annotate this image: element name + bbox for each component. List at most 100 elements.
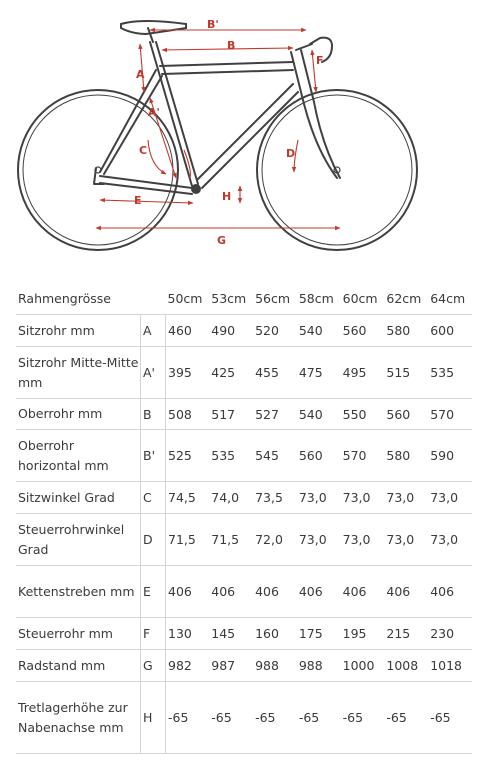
size-header-row: Rahmengrösse 50cm 53cm 56cm 58cm 60cm 62… [16, 283, 472, 315]
table-cell: 570 [430, 406, 455, 422]
table-cell: 1000 [342, 658, 375, 673]
bike-frame [93, 27, 341, 195]
table-cell: 145 [211, 626, 236, 641]
row-label: Radstand mm [16, 649, 141, 682]
table-cell: -65 [430, 710, 451, 725]
dim-label-d: D [286, 147, 295, 160]
table-cell: 517 [211, 406, 236, 422]
table-cell: 580 [386, 448, 411, 463]
row-letter: C [140, 481, 166, 514]
table-row: Sitzrohr mm A 460 490 520 540 560 580 600 [16, 314, 472, 347]
table-cell: 535 [211, 448, 236, 463]
table-cell: 460 [168, 323, 192, 338]
table-cell: 540 [298, 406, 323, 422]
table-cell: 195 [342, 626, 367, 641]
dim-label-b-prime: B' [207, 18, 219, 31]
row-label: Oberrohr mm [16, 398, 141, 430]
table-cell: 406 [386, 584, 411, 599]
table-row: Radstand mm G 982 987 988 988 1000 1008 1018 [16, 649, 472, 682]
table-cell: 73,0 [430, 532, 459, 547]
table-cell: 73,0 [386, 490, 415, 505]
dim-label-a: A [136, 68, 145, 81]
table-cell: 475 [298, 365, 323, 380]
table-cell: 1018 [430, 658, 462, 673]
table-cell: 406 [168, 584, 192, 599]
table-cell: 560 [298, 448, 323, 463]
table-row: Tretlagerhöhe zur Nabenachse mm H -65 -65 -6… [16, 681, 472, 754]
table-cell: 406 [211, 584, 236, 599]
bike-geometry-diagram: B' B A F A' C D H E G [17, 18, 418, 251]
table-cell: 527 [255, 406, 279, 422]
row-label: Steuerrohr mm [16, 617, 141, 650]
table-row: Sitzrohr Mitte-Mitte mm A' 395 425 455 475 495… [16, 346, 472, 399]
table-cell: 73,0 [298, 532, 327, 547]
dim-label-h: H [222, 190, 231, 203]
table-cell: 495 [342, 365, 367, 380]
table-cell: 73,0 [386, 532, 415, 547]
table-row: Kettenstreben mm E 406 406 406 406 406 406 406 [16, 565, 472, 618]
size-header-cell: 56cm [255, 291, 291, 306]
dim-label-c: C [139, 144, 147, 157]
table-cell: 520 [255, 323, 279, 338]
table-cell: 455 [255, 365, 279, 380]
row-letter: D [140, 513, 166, 566]
row-label: Sitzrohr Mitte-Mitte mm [16, 346, 141, 399]
frame-size-header: Rahmengrösse [18, 291, 111, 306]
table-cell: 425 [211, 365, 236, 380]
row-label: Oberrohr horizontal mm [16, 429, 141, 482]
table-cell: 508 [168, 406, 192, 422]
row-label: Sitzwinkel Grad [16, 481, 141, 514]
table-cell: 490 [211, 323, 236, 338]
table-cell: 550 [342, 406, 367, 422]
table-cell: 73,0 [342, 532, 371, 547]
row-letter: B' [140, 429, 166, 482]
table-cell: 73,0 [342, 490, 371, 505]
front-wheel [256, 89, 418, 251]
table-cell: 71,5 [211, 532, 240, 547]
table-cell: 570 [342, 448, 367, 463]
table-cell: 987 [211, 658, 236, 673]
table-cell: 540 [298, 323, 323, 338]
table-cell: 545 [255, 448, 279, 463]
dimension-letters: B' B A F A' C D H E G [134, 18, 324, 247]
table-cell: 130 [168, 626, 192, 641]
dim-label-a-prime: A' [148, 106, 160, 119]
table-cell: -65 [211, 710, 232, 725]
size-header-cell: 62cm [386, 291, 422, 306]
table-cell: 535 [430, 365, 455, 380]
table-cell: 1008 [386, 658, 419, 673]
table-cell: -65 [386, 710, 407, 725]
geometry-table: Rahmengrösse 50cm 53cm 56cm 58cm 60cm 62… [16, 283, 472, 754]
table-cell: 590 [430, 448, 455, 463]
table-cell: 73,0 [298, 490, 327, 505]
table-cell: 600 [430, 323, 455, 338]
size-header-cell: 58cm [298, 291, 334, 306]
table-row: Sitzwinkel Grad C 74,5 74,0 73,5 73,0 73,0 73,0… [16, 481, 472, 514]
table-cell: -65 [255, 710, 276, 725]
table-cell: 580 [386, 323, 411, 338]
table-cell: 988 [255, 658, 279, 673]
table-row: Oberrohr horizontal mm B' 525 535 545 560 570 5… [16, 429, 472, 482]
table-cell: -65 [168, 710, 189, 725]
table-cell: 72,0 [255, 532, 283, 547]
table-cell: -65 [298, 710, 320, 725]
table-cell: 395 [168, 365, 192, 380]
row-letter: A [140, 314, 166, 347]
dim-label-f: F [316, 54, 324, 67]
bottom-bracket [191, 184, 201, 194]
table-cell: 175 [298, 626, 323, 641]
row-letter: E [140, 565, 166, 618]
dimension-lines [95, 27, 341, 231]
size-header-cell: 64cm [430, 291, 466, 306]
table-cell: 406 [298, 584, 323, 599]
table-cell: 73,0 [430, 490, 459, 505]
table-cell: 560 [342, 323, 367, 338]
table-cell: 982 [168, 658, 192, 673]
row-letter: F [140, 617, 166, 650]
row-label: Tretlagerhöhe zur Nabenachse mm [16, 681, 141, 754]
table-row: Steuerrohr mm F 130 145 160 175 195 215 230 [16, 617, 472, 650]
table-cell: 160 [255, 626, 279, 641]
table-cell: 988 [298, 658, 323, 673]
row-label: Sitzrohr mm [16, 314, 141, 347]
dim-label-g: G [217, 234, 226, 247]
